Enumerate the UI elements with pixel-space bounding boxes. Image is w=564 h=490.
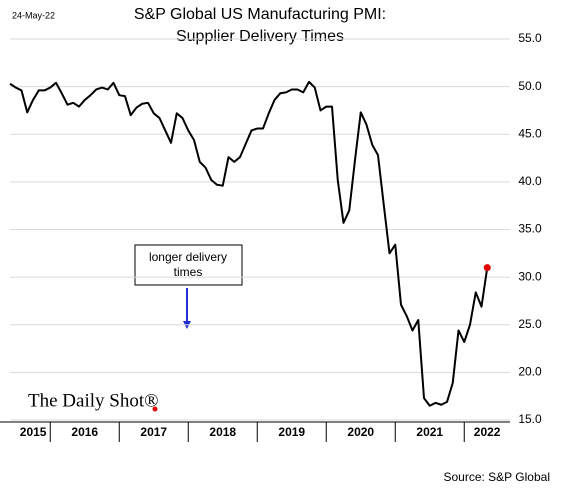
x-tick-label: 2022 [474, 425, 501, 439]
chart-title: Supplier Delivery Times [176, 28, 344, 45]
y-tick-label: 15.0 [518, 412, 542, 426]
y-tick-label: 55.0 [518, 31, 542, 45]
x-tick-label: 2021 [416, 425, 443, 439]
chart-title: S&P Global US Manufacturing PMI: [134, 6, 386, 23]
y-tick-label: 45.0 [518, 126, 542, 140]
annotation: longer delivery [149, 250, 227, 264]
source: Source: S&P Global [443, 470, 550, 484]
x-tick-label: 2019 [278, 425, 305, 439]
y-tick-label: 30.0 [518, 269, 542, 283]
last-point [483, 264, 491, 272]
date: 24-May-22 [12, 10, 55, 20]
y-tick-label: 20.0 [518, 365, 542, 379]
y-tick-label: 40.0 [518, 174, 542, 188]
x-tick-label: 2020 [347, 425, 374, 439]
x-tick-label: 2018 [209, 425, 236, 439]
y-tick-label: 25.0 [518, 317, 542, 331]
x-tick-label: 2016 [71, 425, 98, 439]
logo-dot [152, 406, 158, 412]
logo: The Daily Shot® [28, 390, 159, 411]
line [9, 80, 489, 407]
annotation-box [134, 244, 243, 286]
x-tick-label: 2017 [140, 425, 167, 439]
x-tick-label: 2015 [20, 425, 47, 439]
y-tick-label: 50.0 [518, 79, 542, 93]
annotation: times [174, 265, 203, 279]
y-tick-label: 35.0 [518, 222, 542, 236]
